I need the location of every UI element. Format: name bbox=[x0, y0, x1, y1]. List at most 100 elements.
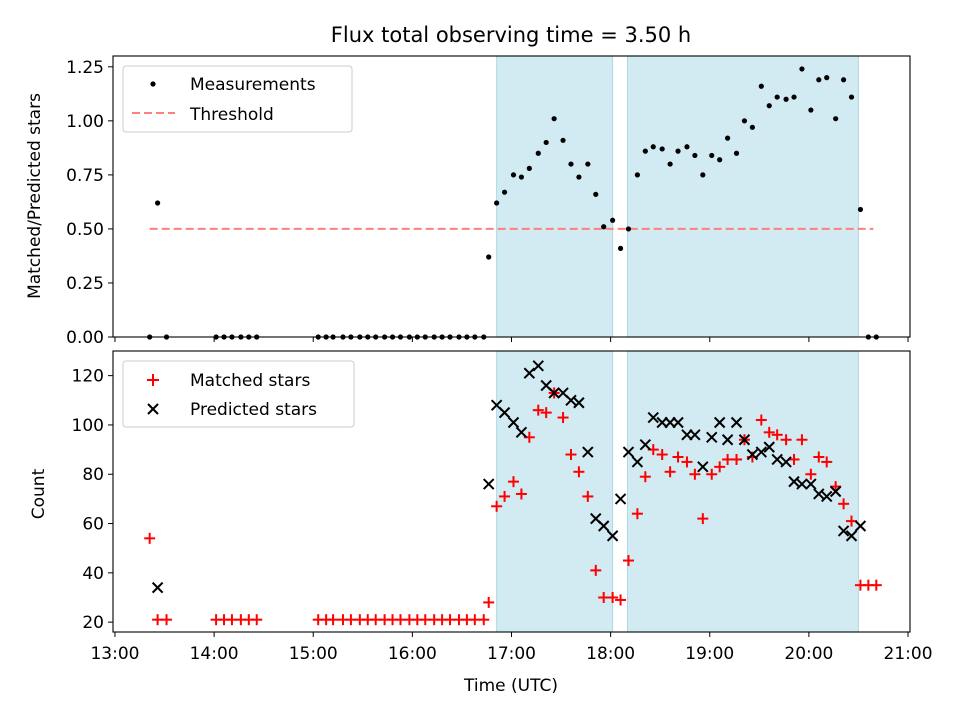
matched-star-point bbox=[573, 466, 585, 478]
matched-star-point bbox=[796, 434, 808, 446]
matched-star-point bbox=[565, 449, 577, 461]
matched-star-point bbox=[664, 466, 676, 478]
measurement-point bbox=[675, 148, 681, 154]
predicted-star-point bbox=[515, 426, 528, 439]
predicted-star-point bbox=[730, 416, 743, 429]
measurement-point bbox=[857, 206, 864, 213]
matched-star-point bbox=[161, 614, 173, 626]
predicted-star-point bbox=[631, 456, 644, 468]
predicted-star-point bbox=[854, 520, 867, 532]
matched-star-point bbox=[144, 532, 156, 544]
predicted-stars-series bbox=[151, 360, 867, 594]
predicted-star-point bbox=[614, 493, 627, 505]
measurement-point bbox=[551, 116, 557, 122]
matched-star-point bbox=[780, 434, 792, 446]
top-legend-box bbox=[122, 65, 353, 133]
measurement-point bbox=[824, 75, 830, 81]
bottom-y-tick-label: 60 bbox=[82, 515, 104, 535]
top-y-tick-label: 0.00 bbox=[66, 328, 104, 348]
top-shaded-interval-1 bbox=[626, 55, 859, 338]
bottom-plot-frame bbox=[112, 350, 911, 633]
matched-star-point bbox=[681, 456, 693, 468]
measurement-point bbox=[749, 124, 755, 130]
measurement-point bbox=[766, 103, 772, 109]
matched-star-point bbox=[672, 451, 684, 463]
measurement-point bbox=[518, 174, 525, 180]
matched-stars-legend-marker bbox=[147, 374, 159, 386]
matched-star-point bbox=[771, 429, 783, 441]
measurement-point bbox=[659, 146, 665, 152]
predicted-star-point bbox=[697, 461, 709, 473]
measurement-point bbox=[848, 94, 855, 100]
top-y-axis-label: Matched/Predicted stars bbox=[25, 93, 45, 299]
measurement-point bbox=[783, 96, 789, 102]
predicted-star-point bbox=[821, 490, 833, 503]
measurement-point bbox=[593, 191, 599, 197]
measurement-point bbox=[535, 150, 541, 156]
bottom-y-tick-label: 120 bbox=[72, 367, 104, 387]
bottom-shaded-interval-1 bbox=[626, 350, 859, 633]
matched-star-point bbox=[870, 579, 882, 591]
predicted-star-point bbox=[813, 488, 825, 500]
measurement-point bbox=[568, 161, 574, 167]
predicted-star-point bbox=[837, 525, 850, 537]
measurement-point bbox=[601, 224, 607, 230]
bottom-y-tick-label: 20 bbox=[82, 613, 104, 633]
predicted-star-point bbox=[622, 446, 635, 458]
matched-star-point bbox=[590, 564, 602, 576]
top-shaded-interval-0 bbox=[496, 55, 614, 338]
measurement-point bbox=[576, 174, 582, 180]
predicted-star-point bbox=[498, 406, 511, 419]
predicted-star-point bbox=[672, 416, 684, 429]
top-panel: 0.00 0.25 0.50 0.75 1.00 1.25 Matched/Predict… bbox=[25, 55, 911, 348]
predicted-star-point bbox=[482, 478, 495, 490]
predicted-star-point bbox=[548, 387, 560, 399]
measurement-point bbox=[692, 152, 698, 159]
matched-star-point bbox=[805, 468, 817, 480]
measurement-point bbox=[667, 161, 673, 167]
predicted-star-point bbox=[565, 394, 577, 407]
measurement-point bbox=[725, 135, 731, 141]
predicted-star-point bbox=[845, 530, 858, 542]
matched-star-point bbox=[706, 468, 718, 480]
predicted-star-point bbox=[796, 478, 808, 490]
top-y-tick-label: 1.00 bbox=[66, 112, 104, 132]
bottom-panel: 20 40 60 80 100 120 13:00 14:00 15:00 16:00 17:00… bbox=[29, 350, 933, 696]
measurement-point bbox=[774, 94, 780, 100]
matched-star-point bbox=[689, 468, 701, 480]
top-legend: Measurements Threshold bbox=[122, 65, 353, 133]
matched-star-point bbox=[515, 488, 527, 500]
predicted-star-point bbox=[746, 448, 759, 461]
predicted-star-point bbox=[507, 416, 520, 429]
matched-star-point bbox=[813, 451, 825, 463]
measurements-legend-marker bbox=[150, 81, 156, 87]
predicted-star-point bbox=[805, 478, 817, 490]
predicted-star-point bbox=[780, 456, 792, 468]
matched-star-point bbox=[607, 591, 619, 603]
measurement-point bbox=[155, 200, 161, 206]
x-tick-label: 20:00 bbox=[784, 644, 833, 664]
threshold-legend-label: Threshold bbox=[189, 105, 274, 125]
predicted-star-point bbox=[639, 438, 652, 451]
top-y-tick-label: 1.25 bbox=[66, 58, 104, 78]
matched-star-point bbox=[763, 426, 775, 438]
predicted-star-point bbox=[738, 434, 751, 446]
bottom-y-tick-label: 100 bbox=[72, 416, 104, 436]
bottom-legend-box bbox=[122, 360, 355, 428]
measurement-point bbox=[617, 245, 624, 251]
x-tick-label: 15:00 bbox=[289, 644, 338, 664]
top-plot-frame bbox=[112, 55, 911, 338]
matched-star-point bbox=[478, 614, 490, 626]
measurement-point bbox=[733, 150, 740, 156]
measurement-point bbox=[501, 189, 508, 195]
matched-star-point bbox=[731, 453, 743, 465]
top-y-tick-label: 0.75 bbox=[66, 166, 104, 186]
predicted-star-point bbox=[706, 431, 718, 443]
predicted-star-point bbox=[647, 411, 659, 424]
x-tick-label: 19:00 bbox=[685, 644, 734, 664]
predicted-stars-legend-label: Predicted stars bbox=[190, 400, 317, 420]
measurement-point bbox=[486, 254, 492, 260]
top-y-tick-label: 0.50 bbox=[66, 220, 104, 240]
measurement-point bbox=[526, 165, 532, 171]
